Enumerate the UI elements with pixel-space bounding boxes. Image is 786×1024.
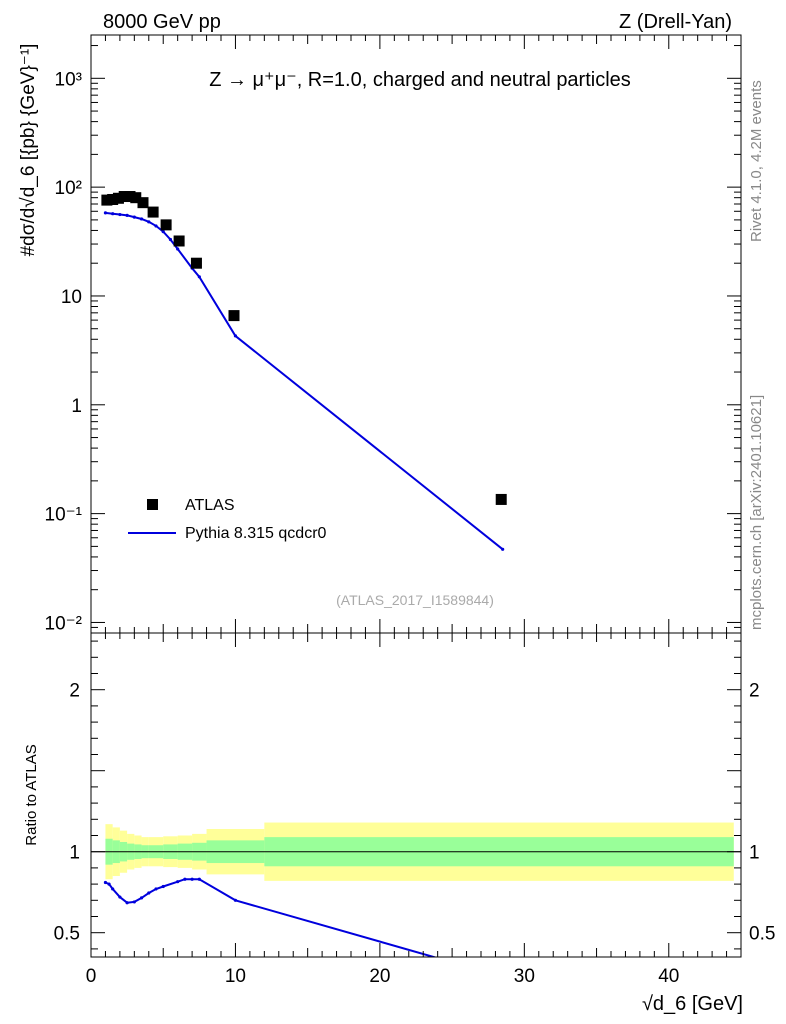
ratio-y-tick-label-right: 0.5 [749, 924, 775, 945]
point-pythia [139, 217, 144, 221]
main-title: Z → μ⁺μ⁻, R=1.0, charged and neutral par… [209, 69, 631, 91]
data-point-atlas [147, 206, 159, 218]
point-pythia [111, 212, 115, 216]
x-tick-label: 10 [225, 966, 246, 987]
ratio-point-pythia [111, 887, 115, 891]
mcplots-label: mcplots.cern.ch [arXiv:2401.10621] [748, 395, 765, 630]
point-pythia [501, 547, 505, 551]
data-point-atlas [173, 235, 185, 247]
y-tick-label: 10³ [55, 69, 82, 90]
data-point-atlas [160, 219, 172, 231]
data-point-atlas [137, 197, 149, 209]
data-point-atlas [228, 310, 240, 322]
point-pythia [103, 211, 108, 215]
x-tick-label: 40 [658, 966, 679, 987]
ratio-point-pythia [233, 898, 238, 902]
series-line-pythia [105, 211, 504, 551]
ratio-y-tick-label-right: 1 [749, 843, 760, 864]
legend: ATLAS Pythia 8.315 qcdcr0 [128, 497, 327, 542]
ratio-point-pythia [125, 901, 129, 905]
ratio-point-pythia [154, 887, 158, 891]
data-point-atlas [118, 191, 130, 203]
y-tick-label: 1 [71, 396, 82, 417]
header-right-label: Z (Drell-Yan) [619, 11, 732, 33]
data-point-atlas [107, 193, 119, 205]
ratio-point-pythia [190, 877, 194, 881]
ratio-point-pythia [103, 880, 108, 885]
y-tick-label: 10⁻¹ [45, 505, 83, 526]
x-tick-label: 20 [369, 966, 390, 987]
ratio-frame [90, 632, 742, 958]
data-point-atlas [190, 257, 202, 269]
rivet-version-label: Rivet 4.1.0, 4.2M events [748, 80, 765, 242]
data-point-atlas [495, 493, 507, 505]
legend-label-pythia: Pythia 8.315 qcdcr0 [185, 525, 327, 542]
legend-marker-atlas [147, 499, 158, 510]
main-frame [90, 34, 742, 634]
ratio-point-pythia [183, 877, 187, 881]
data-point-atlas [112, 192, 124, 204]
point-pythia [132, 215, 136, 219]
x-axis-label: √d_6 [GeV] [642, 993, 743, 1015]
ratio-y-tick-label-left: 1 [69, 843, 80, 864]
main-y-axis-label: #dσ/d√d_6 [{pb} {GeV}⁻¹] [18, 44, 39, 257]
ratio-point-pythia [132, 900, 136, 904]
y-tick-label: 10⁻² [45, 613, 83, 634]
data-point-atlas [124, 191, 136, 203]
x-tick-label: 30 [514, 966, 535, 987]
ratio-y-axis-label: Ratio to ATLAS [23, 744, 40, 845]
ratio-point-pythia [197, 877, 201, 881]
ratio-point-pythia [118, 895, 122, 899]
y-tick-label: 10² [55, 178, 82, 199]
point-pythia [147, 220, 151, 224]
main-panel: Z → μ⁺μ⁻, R=1.0, charged and neutral par… [18, 34, 742, 634]
ratio-point-pythia [161, 884, 165, 889]
ratio-panel: 0 10 20 30 40 0.5 0.5 1 1 2 2 Ratio to ATLAS √d_6 … [23, 632, 775, 1015]
point-pythia [118, 212, 122, 217]
point-pythia [197, 275, 201, 279]
legend-label-atlas: ATLAS [185, 497, 235, 514]
y-tick-label: 10 [61, 287, 82, 308]
ratio-y-tick-label-left: 0.5 [54, 924, 80, 945]
data-point-atlas [101, 194, 113, 206]
ratio-point-pythia [443, 959, 446, 962]
ratio-point-pythia [176, 880, 180, 884]
ratio-point-pythia [107, 882, 111, 886]
point-pythia [161, 230, 165, 234]
ratio-y-tick-label-left: 2 [69, 681, 80, 702]
ratio-y-tick-label-right: 2 [749, 681, 760, 702]
header-left-label: 8000 GeV pp [103, 11, 221, 33]
watermark: (ATLAS_2017_I1589844) [336, 592, 494, 608]
ratio-series-line-pythia [105, 878, 438, 957]
ratio-point-pythia [147, 891, 151, 895]
x-tick-label: 0 [86, 966, 97, 987]
point-pythia [233, 334, 238, 338]
point-pythia [154, 224, 158, 228]
point-pythia [125, 213, 129, 217]
point-pythia [168, 237, 173, 242]
ratio-point-pythia [139, 896, 144, 900]
point-pythia [176, 247, 180, 251]
data-point-atlas [130, 192, 142, 204]
